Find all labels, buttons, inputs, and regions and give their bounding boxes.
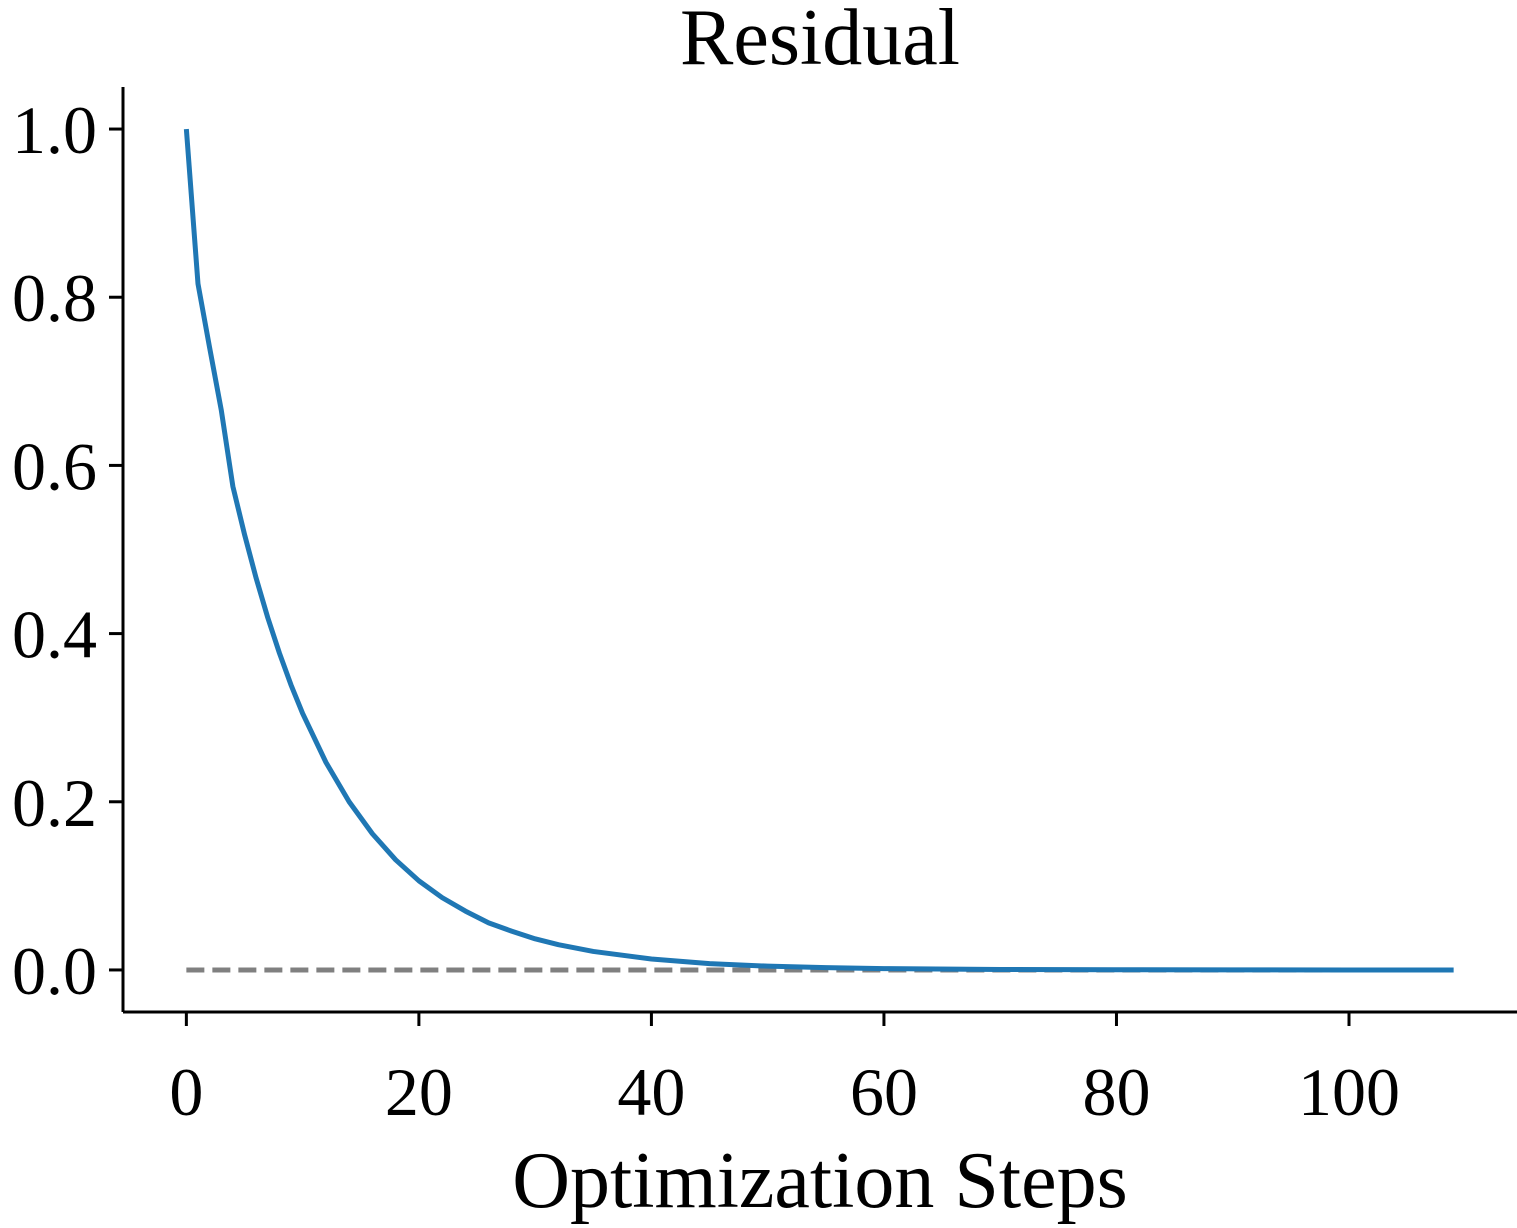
chart-title: Residual bbox=[680, 0, 960, 82]
y-axis-ticks: 0.0 0.2 0.4 0.6 0.8 1.0 bbox=[12, 92, 123, 1009]
x-tick-label: 60 bbox=[850, 1054, 918, 1130]
y-tick-label: 1.0 bbox=[12, 92, 97, 168]
y-tick-label: 0.6 bbox=[12, 428, 97, 504]
y-tick-label: 0.0 bbox=[12, 933, 97, 1009]
x-axis-ticks: 0 20 40 60 80 100 bbox=[169, 1012, 1400, 1130]
y-tick-label: 0.4 bbox=[12, 597, 97, 673]
x-axis-label: Optimization Steps bbox=[512, 1137, 1128, 1225]
residual-series-line bbox=[183, 128, 1454, 973]
x-tick-label: 80 bbox=[1082, 1054, 1150, 1130]
x-tick-label: 40 bbox=[617, 1054, 685, 1130]
x-tick-label: 20 bbox=[385, 1054, 453, 1130]
y-tick-label: 0.2 bbox=[12, 765, 97, 841]
x-tick-label: 100 bbox=[1298, 1054, 1400, 1130]
x-tick-label: 0 bbox=[169, 1054, 203, 1130]
plot-area bbox=[183, 128, 1454, 973]
y-tick-label: 0.8 bbox=[12, 260, 97, 336]
